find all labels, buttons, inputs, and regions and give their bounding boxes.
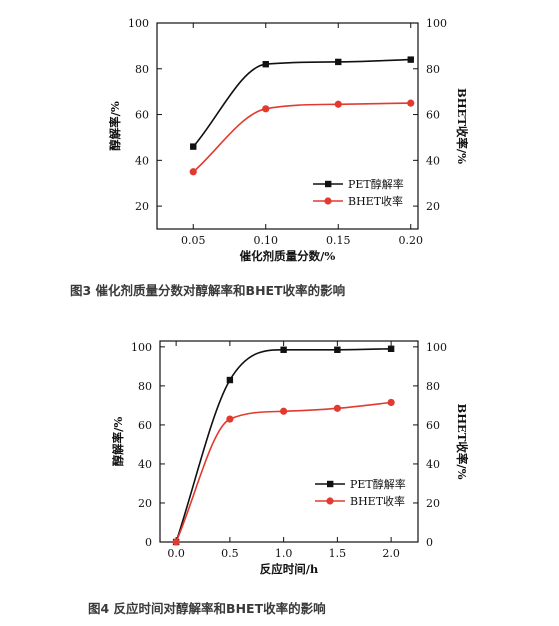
figure-4-caption: 图4 反应时间对醇解率和BHET收率的影响 xyxy=(88,601,326,616)
x-tick-label: 0.05 xyxy=(181,234,206,247)
series-line-bhet-yield xyxy=(175,401,392,543)
x-tick-label: 0.15 xyxy=(326,234,351,247)
y2-tick-label: 40 xyxy=(426,458,440,471)
x-tick-label: 0.5 xyxy=(221,547,239,560)
data-point-circle xyxy=(189,168,197,176)
legend-marker-circle xyxy=(326,497,334,505)
y-tick-label: 40 xyxy=(135,154,149,167)
plot-area-0: 0.05 0.10 0.15 0.20 20 40 60 80 100 20 40 60 80 100 催化… xyxy=(108,17,469,263)
y-tick-label: 0 xyxy=(145,536,152,549)
data-point-circle xyxy=(407,99,415,107)
data-point-circle xyxy=(262,105,270,113)
y2-axis-label: BHET收率/% xyxy=(455,88,469,164)
y-axis-label: 醇解率/% xyxy=(111,417,125,467)
data-point-circle xyxy=(226,415,234,423)
legend-label: PET醇解率 xyxy=(350,477,406,491)
y-axis-label: 醇解率/% xyxy=(108,101,122,151)
data-point-square xyxy=(262,61,269,68)
y-tick-label: 20 xyxy=(138,497,152,510)
y2-tick-label: 80 xyxy=(426,380,440,393)
y-tick-label: 60 xyxy=(138,419,152,432)
plot-frame xyxy=(156,22,419,230)
data-point-square xyxy=(190,143,197,150)
y-tick-label: 100 xyxy=(131,341,152,354)
legend-label: BHET收率 xyxy=(350,494,405,508)
data-point-circle xyxy=(172,538,180,546)
plot-area-1: 0.0 0.5 1.0 1.5 2.0 0 20 40 60 80 100 0 20 40 60 80 100 反… xyxy=(111,340,469,576)
y2-tick-label: 80 xyxy=(426,63,440,76)
legend-label: PET醇解率 xyxy=(348,177,404,191)
x-tick-label: 0.10 xyxy=(254,234,279,247)
data-point-circle xyxy=(334,100,342,108)
y2-tick-label: 100 xyxy=(426,17,447,30)
chart-figure-4: 0.0 0.5 1.0 1.5 2.0 0 20 40 60 80 100 0 20 40 60 80 100 反… xyxy=(111,340,469,576)
y-tick-label: 40 xyxy=(138,458,152,471)
y2-tick-label: 20 xyxy=(426,497,440,510)
data-point-circle xyxy=(333,404,341,412)
y-tick-label: 80 xyxy=(138,380,152,393)
legend-marker-square xyxy=(327,480,334,488)
data-point-circle xyxy=(387,398,395,407)
y2-tick-label: 100 xyxy=(426,341,447,354)
x-tick-label: 1.5 xyxy=(329,547,347,560)
y2-tick-label: 0 xyxy=(426,536,433,549)
data-point-square xyxy=(335,58,342,66)
series-line-pet-conversion xyxy=(192,58,411,148)
legend-marker-square xyxy=(325,180,332,188)
y-tick-label: 80 xyxy=(135,63,149,76)
y2-tick-label: 40 xyxy=(426,154,440,167)
data-point-square xyxy=(280,346,287,353)
legend-marker-circle xyxy=(324,197,332,205)
y-tick-label: 20 xyxy=(135,200,149,213)
y2-tick-label: 60 xyxy=(426,109,440,122)
series-line-bhet-yield xyxy=(192,102,411,173)
x-tick-label: 1.0 xyxy=(275,547,293,560)
legend-label: BHET收率 xyxy=(348,194,403,208)
y2-tick-label: 60 xyxy=(426,419,440,432)
plot-frame xyxy=(159,340,419,543)
y2-tick-label: 20 xyxy=(426,200,440,213)
data-point-square xyxy=(226,376,234,384)
figure-3-caption: 图3 催化剂质量分数对醇解率和BHET收率的影响 xyxy=(70,283,346,298)
data-point-circle xyxy=(280,407,288,415)
x-tick-label: 0.0 xyxy=(167,547,185,560)
data-point-square xyxy=(387,345,395,353)
x-tick-label: 2.0 xyxy=(382,547,400,560)
y2-axis-label: BHET收率/% xyxy=(455,403,469,479)
figure-3: 0.05 0.10 0.15 0.20 20 40 60 80 100 20 40 60 80 100 催化… xyxy=(0,0,559,300)
x-tick-label: 0.20 xyxy=(399,234,424,247)
y-tick-label: 100 xyxy=(128,17,149,30)
x-axis-label: 反应时间/h xyxy=(260,562,319,576)
chart-figure-3: 0.05 0.10 0.15 0.20 20 40 60 80 100 20 40 60 80 100 催化… xyxy=(108,17,469,263)
data-point-square xyxy=(334,346,341,353)
data-point-square xyxy=(407,56,414,63)
y-tick-label: 60 xyxy=(135,109,149,122)
series-line-pet-conversion xyxy=(175,348,392,543)
x-axis-label: 催化剂质量分数/% xyxy=(240,249,336,263)
figure-4: 0.0 0.5 1.0 1.5 2.0 0 20 40 60 80 100 0 20 40 60 80 100 反… xyxy=(0,318,559,626)
